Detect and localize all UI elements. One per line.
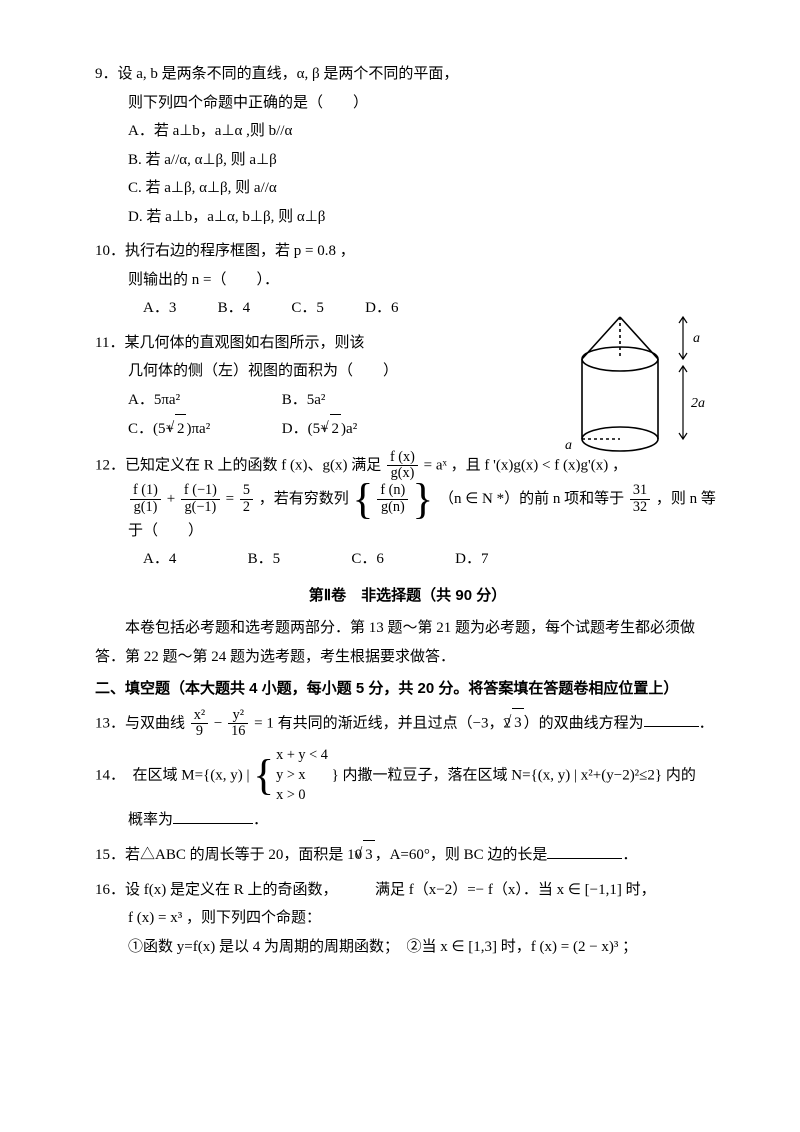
fig-label-a: a bbox=[693, 331, 700, 346]
q11-opt-c: C．(5+2)πa² bbox=[128, 414, 278, 444]
q14-line2: 概率为． bbox=[95, 806, 720, 835]
q12-frac3: f (−1)g(−1) bbox=[181, 483, 220, 515]
question-11: a 2a R = a 11．某几何体的直观图如右图所示，则该 几何体的侧（左）视… bbox=[95, 329, 720, 444]
q13-frac1: x²9 bbox=[191, 708, 208, 740]
solid-figure: a 2a R = a bbox=[565, 309, 740, 469]
q11-opt-b: B．5a² bbox=[282, 392, 326, 408]
q12-seq-brace: { f (n)g(n) } bbox=[352, 482, 435, 517]
question-16: 16．设 f(x) 是定义在 R 上的奇函数， 满足 f（x−2）=− f（x）… bbox=[95, 876, 720, 962]
q10-stem-1: 10．执行右边的程序框图，若 p = 0.8 ， bbox=[95, 237, 720, 266]
q12-frac2: f (1)g(1) bbox=[130, 483, 161, 515]
question-9: 9．设 a, b 是两条不同的直线，α, β 是两个不同的平面， 则下列四个命题… bbox=[95, 60, 720, 231]
q12-options: A．4 B．5 C．6 D．7 bbox=[95, 545, 720, 574]
q11-opt-d: D．(5+2)a² bbox=[282, 421, 357, 437]
q14-region-brace: { x + y < 4 y > x x > 0 bbox=[253, 746, 328, 806]
q10-opt-a: A．3 bbox=[143, 300, 176, 316]
q16-line1: 16．设 f(x) 是定义在 R 上的奇函数， 满足 f（x−2）=− f（x）… bbox=[95, 876, 720, 905]
q10-opt-c: C．5 bbox=[291, 300, 324, 316]
q10-opt-d: D．6 bbox=[365, 300, 398, 316]
q9-stem-2: 则下列四个命题中正确的是（ ） bbox=[95, 89, 720, 118]
q9-stem-1: 9．设 a, b 是两条不同的直线，α, β 是两个不同的平面， bbox=[95, 60, 720, 89]
q14-line1: 14． 在区域 M={(x, y) | { x + y < 4 y > x x … bbox=[95, 746, 720, 806]
q16-line3: ①函数 y=f(x) 是以 4 为周期的周期函数； ②当 x ∈ [1,3] 时… bbox=[95, 933, 720, 962]
q12-opt-a: A．4 bbox=[143, 551, 176, 567]
question-13: 13．与双曲线 x²9 − y²16 = 1 有共同的渐近线，并且过点（−3，2… bbox=[95, 708, 720, 740]
fill-blank-heading: 二、填空题（本大题共 4 小题，每小题 5 分，共 20 分。将答案填在答题卷相… bbox=[95, 675, 720, 704]
q16-line2: f (x) = x³ ，则下列四个命题： bbox=[95, 904, 720, 933]
q14-blank bbox=[173, 808, 253, 824]
q12-opt-b: B．5 bbox=[248, 551, 281, 567]
q12-opt-d: D．7 bbox=[455, 551, 488, 567]
q15-blank bbox=[547, 843, 622, 859]
q9-opt-d: D. 若 a⊥b，a⊥α, b⊥β, 则 α⊥β bbox=[95, 203, 720, 232]
q13-frac2: y²16 bbox=[228, 708, 248, 740]
section-2-title: 第Ⅱ卷 非选择题（共 90 分） bbox=[95, 582, 720, 611]
q9-opt-a: A．若 a⊥b，a⊥α ,则 b//α bbox=[95, 117, 720, 146]
fig-label-r: R = a bbox=[565, 438, 572, 453]
q11-opt-a: A．5πa² bbox=[128, 386, 278, 415]
q9-opt-c: C. 若 a⊥β, α⊥β, 则 a//α bbox=[95, 174, 720, 203]
fig-label-2a: 2a bbox=[691, 396, 705, 411]
q10-stem-2: 则输出的 n =（ ）． bbox=[95, 266, 720, 295]
q10-opt-b: B．4 bbox=[218, 300, 251, 316]
q12-frac4: 52 bbox=[240, 483, 253, 515]
q12-frac6: 3132 bbox=[630, 483, 650, 515]
question-15: 15．若△ABC 的周长等于 20，面积是 103，A=60°，则 BC 边的长… bbox=[95, 840, 720, 870]
q9-opt-b: B. 若 a//α, α⊥β, 则 a⊥β bbox=[95, 146, 720, 175]
question-14: 14． 在区域 M={(x, y) | { x + y < 4 y > x x … bbox=[95, 746, 720, 834]
q13-blank bbox=[644, 711, 699, 727]
q12-line2: f (1)g(1) + f (−1)g(−1) = 52 ，若有穷数列 { f … bbox=[95, 482, 720, 545]
q12-opt-c: C．6 bbox=[351, 551, 384, 567]
section-2-desc: 本卷包括必考题和选考题两部分．第 13 题～第 21 题为必考题，每个试题考生都… bbox=[95, 614, 720, 671]
